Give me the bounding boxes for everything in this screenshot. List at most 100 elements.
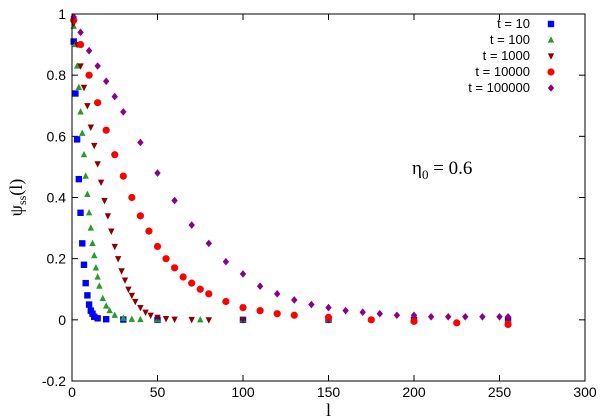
data-point: [103, 77, 110, 86]
data-point: [479, 312, 486, 321]
data-point: [504, 312, 512, 321]
data-point: [132, 298, 139, 306]
plot-frame: [71, 13, 586, 382]
x-axis-title: l: [326, 400, 331, 420]
data-point: [367, 316, 375, 324]
data-point: [118, 268, 125, 275]
data-point: [162, 316, 170, 323]
annotation-rest: = 0.6: [428, 158, 472, 179]
data-point: [128, 193, 136, 202]
data-point: [94, 273, 101, 280]
data-point: [111, 151, 119, 159]
y-tick-label: 1: [58, 6, 66, 22]
x-tick-label: 250: [488, 384, 512, 400]
data-point: [205, 317, 212, 324]
data-point: [188, 221, 195, 229]
data-point: [376, 309, 383, 318]
x-tick-label: 150: [317, 384, 341, 400]
data-point: [94, 99, 102, 107]
data-point: [94, 315, 101, 322]
data-point: [188, 316, 195, 324]
data-point: [504, 320, 512, 329]
data-point: [103, 302, 110, 309]
data-point: [73, 62, 81, 69]
data-point: [94, 62, 101, 70]
data-point: [273, 310, 281, 318]
legend-label: t = 10000: [475, 64, 530, 79]
y-axis-title-main: ψ: [6, 204, 26, 216]
data-point: [162, 255, 170, 263]
data-point: [85, 71, 93, 79]
data-point: [410, 311, 418, 320]
legend-marker: [547, 84, 555, 92]
data-point: [94, 161, 101, 168]
data-point: [77, 108, 84, 115]
y-axis-title-sub: ss: [15, 195, 29, 205]
legend-label: t = 100000: [468, 80, 530, 95]
data-point: [137, 315, 144, 323]
legend-marker: [547, 20, 555, 28]
data-point: [76, 40, 85, 49]
data-point: [84, 292, 91, 299]
annotation-main: η: [412, 158, 422, 179]
data-point: [154, 314, 161, 322]
data-point: [462, 312, 469, 321]
x-tick-label: 300: [573, 384, 597, 400]
data-point: [325, 303, 332, 312]
data-point: [197, 316, 204, 323]
x-tick-label: 100: [231, 384, 255, 400]
data-point: [96, 282, 103, 289]
data-point: [111, 243, 118, 251]
data-point: [119, 172, 127, 180]
data-point: [79, 240, 86, 247]
data-point: [128, 315, 136, 322]
data-point: [79, 129, 86, 136]
data-point: [99, 294, 106, 302]
legend-label: t = 1000: [483, 48, 530, 63]
series-1: [70, 38, 512, 324]
data-point: [188, 279, 196, 287]
legend-label: t = 100: [490, 32, 530, 47]
data-point: [114, 256, 122, 263]
data-point: [256, 307, 264, 315]
data-point: [196, 285, 204, 293]
data-point: [205, 239, 212, 248]
x-tick-label: 50: [150, 384, 166, 400]
x-tick-label: 0: [68, 384, 76, 400]
y-tick-label: 0.8: [47, 67, 67, 83]
tick-layer: 0 50 100 150 200 250 300-0.200.20.40.60.81: [42, 6, 597, 400]
data-point: [80, 150, 88, 158]
data-point: [70, 38, 77, 45]
data-point: [85, 46, 93, 55]
data-point: [256, 282, 264, 290]
y-tick-label: 0.2: [47, 251, 67, 267]
data-point: [154, 169, 161, 177]
data-point: [427, 312, 435, 321]
data-point: [308, 300, 315, 309]
legend-marker: [547, 36, 555, 43]
data-point: [342, 306, 349, 315]
data-point: [111, 311, 118, 318]
data-point: [291, 296, 298, 304]
eta-annotation: η0 = 0.6: [412, 158, 472, 182]
data-point: [77, 209, 84, 216]
data-point: [153, 242, 162, 251]
data-point: [106, 306, 113, 314]
data-point: [91, 313, 98, 320]
data-point: [274, 290, 281, 298]
data-point: [239, 317, 247, 324]
data-point: [171, 316, 178, 324]
marks-layer: [70, 13, 512, 329]
data-point: [104, 213, 112, 220]
data-point: [137, 138, 144, 147]
data-point: [324, 313, 333, 321]
data-point: [142, 309, 149, 316]
data-point: [121, 277, 129, 284]
data-point: [92, 264, 100, 271]
data-point: [171, 196, 178, 205]
data-point: [147, 312, 154, 320]
data-point: [91, 142, 98, 150]
data-point: [222, 297, 230, 306]
